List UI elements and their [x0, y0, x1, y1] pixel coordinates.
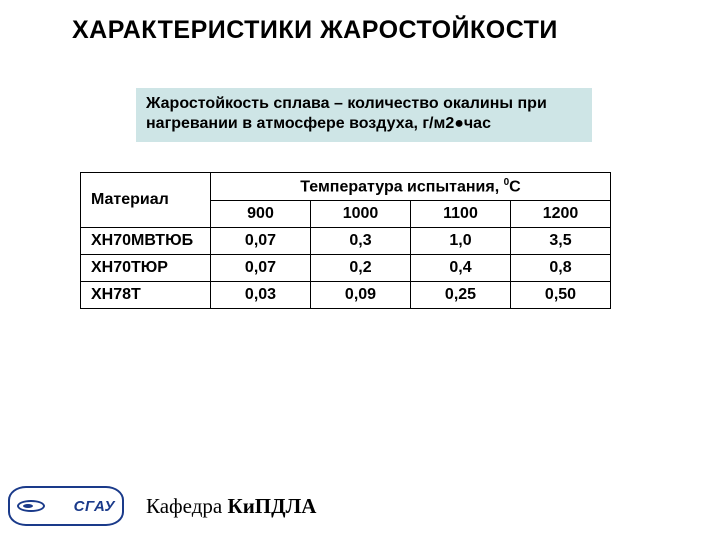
logo-text: СГАУ [74, 498, 115, 515]
heat-resistance-table: Материал Температура испытания, 0С 900 1… [80, 172, 611, 309]
temp-1000: 1000 [311, 201, 411, 228]
material-name: ХН70МВТЮБ [81, 228, 211, 255]
logo-ellipse-icon [17, 500, 45, 512]
cell: 0,09 [311, 282, 411, 309]
material-name: ХН70ТЮР [81, 255, 211, 282]
table-row: ХН70ТЮР 0,07 0,2 0,4 0,8 [81, 255, 611, 282]
table-row: ХН78Т 0,03 0,09 0,25 0,50 [81, 282, 611, 309]
col-material-header: Материал [81, 173, 211, 228]
cell: 1,0 [411, 228, 511, 255]
cell: 0,2 [311, 255, 411, 282]
definition-box: Жаростойкость сплава – количество окалин… [136, 88, 592, 142]
col-temp-header: Температура испытания, 0С [211, 173, 611, 201]
dept-prefix: Кафедра [146, 494, 227, 518]
cell: 0,4 [411, 255, 511, 282]
dept-abbr: КиПДЛА [227, 494, 316, 518]
cell: 0,25 [411, 282, 511, 309]
temp-900: 900 [211, 201, 311, 228]
temp-1100: 1100 [411, 201, 511, 228]
temp-header-unit: С [509, 178, 521, 195]
temp-header-prefix: Температура испытания, [300, 178, 503, 195]
footer: СГАУ Кафедра КиПДЛА [8, 486, 316, 526]
cell: 0,8 [511, 255, 611, 282]
table-row: ХН70МВТЮБ 0,07 0,3 1,0 3,5 [81, 228, 611, 255]
temp-1200: 1200 [511, 201, 611, 228]
cell: 3,5 [511, 228, 611, 255]
table-header-row: Материал Температура испытания, 0С [81, 173, 611, 201]
cell: 0,3 [311, 228, 411, 255]
cell: 0,07 [211, 228, 311, 255]
department-name: Кафедра КиПДЛА [146, 494, 316, 519]
cell: 0,03 [211, 282, 311, 309]
material-name: ХН78Т [81, 282, 211, 309]
cell: 0,50 [511, 282, 611, 309]
university-logo: СГАУ [8, 486, 124, 526]
cell: 0,07 [211, 255, 311, 282]
page-title: ХАРАКТЕРИСТИКИ ЖАРОСТОЙКОСТИ [72, 16, 558, 45]
